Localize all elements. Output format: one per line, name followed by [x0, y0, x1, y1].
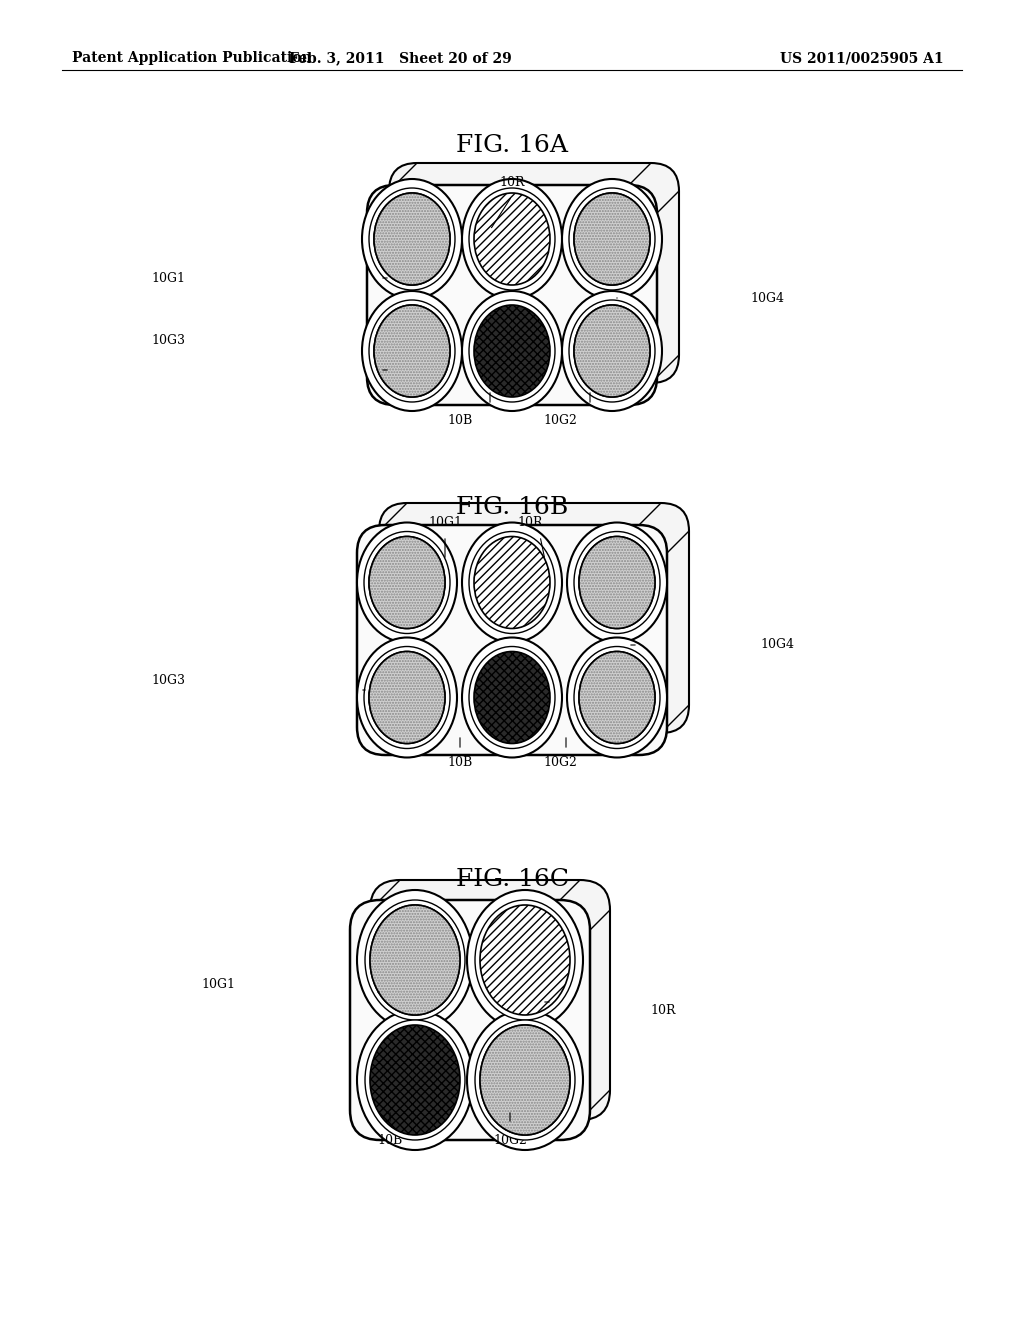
- Ellipse shape: [579, 536, 655, 628]
- Ellipse shape: [467, 890, 583, 1030]
- Ellipse shape: [567, 638, 667, 758]
- Text: 10G2: 10G2: [494, 1134, 527, 1147]
- Ellipse shape: [474, 652, 550, 743]
- Ellipse shape: [369, 652, 445, 743]
- Ellipse shape: [462, 523, 562, 643]
- Ellipse shape: [567, 523, 667, 643]
- FancyBboxPatch shape: [350, 900, 590, 1140]
- Text: US 2011/0025905 A1: US 2011/0025905 A1: [780, 51, 944, 65]
- Text: 10G3: 10G3: [151, 334, 185, 346]
- Ellipse shape: [357, 1010, 473, 1150]
- Ellipse shape: [574, 305, 650, 397]
- Ellipse shape: [480, 1026, 570, 1135]
- Ellipse shape: [365, 900, 465, 1020]
- Text: Patent Application Publication: Patent Application Publication: [72, 51, 311, 65]
- Text: 10R: 10R: [500, 177, 524, 190]
- Ellipse shape: [469, 532, 555, 634]
- Ellipse shape: [480, 906, 570, 1015]
- Ellipse shape: [369, 187, 455, 290]
- Ellipse shape: [574, 193, 650, 285]
- Ellipse shape: [357, 523, 457, 643]
- Ellipse shape: [374, 305, 450, 397]
- Text: Feb. 3, 2011   Sheet 20 of 29: Feb. 3, 2011 Sheet 20 of 29: [289, 51, 511, 65]
- Ellipse shape: [362, 180, 462, 300]
- Ellipse shape: [357, 890, 473, 1030]
- Ellipse shape: [462, 638, 562, 758]
- Ellipse shape: [579, 652, 655, 743]
- Ellipse shape: [475, 900, 575, 1020]
- Ellipse shape: [369, 536, 445, 628]
- Ellipse shape: [469, 300, 555, 403]
- Ellipse shape: [562, 180, 662, 300]
- Ellipse shape: [462, 180, 562, 300]
- Ellipse shape: [474, 305, 550, 397]
- Ellipse shape: [374, 193, 450, 285]
- Text: 10G2: 10G2: [543, 756, 577, 770]
- Ellipse shape: [370, 1026, 460, 1135]
- Ellipse shape: [569, 187, 655, 290]
- Text: 10G1: 10G1: [201, 978, 234, 991]
- Text: 10G4: 10G4: [750, 292, 784, 305]
- Ellipse shape: [357, 638, 457, 758]
- Ellipse shape: [579, 536, 655, 628]
- Text: 10G1: 10G1: [428, 516, 462, 529]
- Ellipse shape: [562, 290, 662, 411]
- Text: FIG. 16B: FIG. 16B: [456, 496, 568, 520]
- Ellipse shape: [369, 300, 455, 403]
- Ellipse shape: [362, 290, 462, 411]
- Ellipse shape: [569, 300, 655, 403]
- Ellipse shape: [474, 536, 550, 628]
- Ellipse shape: [574, 193, 650, 285]
- Text: FIG. 16A: FIG. 16A: [456, 133, 568, 157]
- Ellipse shape: [364, 647, 450, 748]
- Ellipse shape: [374, 305, 450, 397]
- Ellipse shape: [474, 193, 550, 285]
- Text: 10R: 10R: [650, 1003, 676, 1016]
- Ellipse shape: [574, 532, 660, 634]
- FancyBboxPatch shape: [367, 185, 657, 405]
- Ellipse shape: [370, 906, 460, 1015]
- Ellipse shape: [364, 532, 450, 634]
- FancyBboxPatch shape: [379, 503, 689, 733]
- Ellipse shape: [469, 647, 555, 748]
- FancyBboxPatch shape: [357, 525, 667, 755]
- Ellipse shape: [369, 652, 445, 743]
- Text: 10G3: 10G3: [151, 673, 185, 686]
- Text: 10R: 10R: [517, 516, 543, 529]
- Ellipse shape: [574, 647, 660, 748]
- Ellipse shape: [467, 1010, 583, 1150]
- Ellipse shape: [579, 652, 655, 743]
- Ellipse shape: [374, 193, 450, 285]
- Text: FIG. 16C: FIG. 16C: [456, 869, 568, 891]
- Ellipse shape: [475, 1020, 575, 1140]
- Ellipse shape: [462, 290, 562, 411]
- Text: 10G1: 10G1: [151, 272, 185, 285]
- Ellipse shape: [369, 536, 445, 628]
- FancyBboxPatch shape: [370, 880, 610, 1119]
- Ellipse shape: [365, 1020, 465, 1140]
- Text: 10B: 10B: [447, 756, 473, 770]
- Text: 10G4: 10G4: [760, 639, 794, 652]
- Ellipse shape: [370, 906, 460, 1015]
- Text: 10B: 10B: [447, 413, 473, 426]
- Ellipse shape: [480, 1026, 570, 1135]
- Ellipse shape: [469, 187, 555, 290]
- FancyBboxPatch shape: [389, 162, 679, 383]
- Text: 10G2: 10G2: [543, 413, 577, 426]
- Text: 10B: 10B: [378, 1134, 402, 1147]
- Ellipse shape: [574, 305, 650, 397]
